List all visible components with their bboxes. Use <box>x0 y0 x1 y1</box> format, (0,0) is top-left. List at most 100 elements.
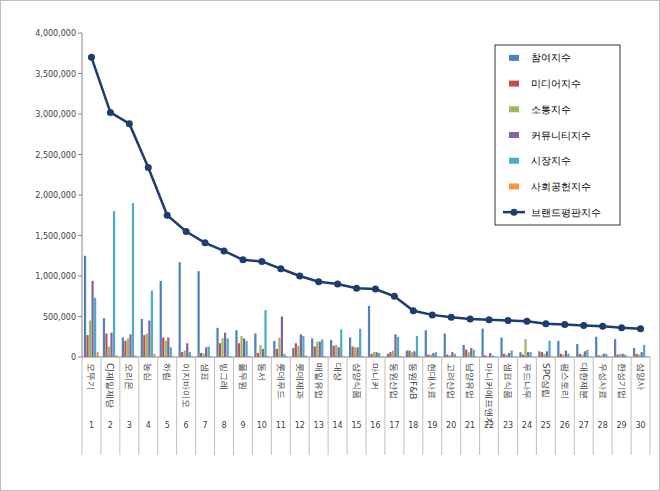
rank-label: 21 <box>465 421 475 430</box>
rank-label: 25 <box>541 421 551 430</box>
bar <box>257 353 259 357</box>
bar <box>470 348 472 357</box>
y-tick <box>78 33 82 34</box>
bar <box>113 211 115 357</box>
bar <box>208 346 210 357</box>
x-tick-label: CJ제일제당 <box>105 363 115 408</box>
x-tick-label: 하림 <box>162 363 172 381</box>
rank-label: 29 <box>617 421 627 430</box>
y-tick <box>78 276 82 277</box>
bar <box>197 271 199 357</box>
bar <box>132 203 134 357</box>
bar <box>468 352 470 357</box>
bar <box>110 333 112 357</box>
rank-label: 23 <box>503 421 513 430</box>
bar <box>321 339 323 357</box>
category-separator <box>309 357 310 455</box>
category-separator <box>612 357 613 455</box>
bar <box>224 333 226 357</box>
bar <box>529 352 531 357</box>
rank-label: 11 <box>276 421 286 430</box>
y-tick <box>78 235 82 236</box>
line-marker <box>599 323 606 330</box>
legend-label: 커뮤니티지수 <box>531 130 591 141</box>
rank-label: 18 <box>408 421 418 430</box>
bar <box>614 339 616 357</box>
bar <box>511 351 513 357</box>
bar <box>84 256 86 357</box>
x-tick-label: 빙그레 <box>219 363 229 390</box>
bar <box>262 349 264 357</box>
bar <box>127 338 129 357</box>
bar <box>368 306 370 357</box>
bar <box>406 351 408 357</box>
bar <box>311 338 313 357</box>
bar <box>373 352 375 357</box>
x-tick-label: 샘표 <box>200 363 210 381</box>
bar <box>148 321 150 357</box>
bar <box>184 351 186 357</box>
rank-label: 8 <box>221 421 226 430</box>
bar <box>548 341 550 357</box>
category-separator <box>498 357 499 455</box>
rank-label: 17 <box>389 421 399 430</box>
line-marker <box>239 256 246 263</box>
bar <box>463 345 465 357</box>
bar <box>243 338 245 357</box>
bar <box>189 352 191 357</box>
bar <box>389 352 391 357</box>
category-separator <box>100 357 101 455</box>
y-tick <box>78 154 82 155</box>
category-separator <box>403 357 404 455</box>
bar <box>314 346 316 357</box>
bar <box>489 353 491 357</box>
bar <box>565 351 567 357</box>
bar <box>527 352 529 357</box>
line-marker <box>164 212 171 219</box>
line-marker <box>107 109 114 116</box>
bar <box>633 348 635 357</box>
bar <box>408 351 410 357</box>
bar <box>354 347 356 357</box>
bar <box>97 352 99 357</box>
y-tick-label: 1,000,000 <box>35 272 76 281</box>
category-separator <box>271 357 272 455</box>
rank-label: 12 <box>295 421 305 430</box>
bar <box>586 350 588 357</box>
x-tick-label: 풀무원 <box>238 363 248 390</box>
bar <box>465 350 467 357</box>
rank-label: 24 <box>522 421 532 430</box>
rank-label: 3 <box>127 421 132 430</box>
line-marker <box>315 278 322 285</box>
bar <box>264 310 266 357</box>
bar <box>378 353 380 357</box>
category-separator <box>138 357 139 455</box>
bar <box>124 341 126 357</box>
bar <box>481 329 483 357</box>
bar <box>91 281 93 357</box>
category-separator <box>460 357 461 455</box>
bar <box>276 349 278 357</box>
x-tick-label: 고려산업 <box>446 363 456 399</box>
x-tick-label: 동서 <box>257 363 267 381</box>
category-separator <box>555 357 556 455</box>
line-marker <box>486 316 493 323</box>
line-marker <box>391 293 398 300</box>
bar <box>281 317 283 358</box>
bar <box>357 347 359 357</box>
x-tick-label: 남양유업 <box>465 363 475 399</box>
bar <box>219 343 221 357</box>
legend: 참여지수미디어지수소통지수커뮤니티지수시장지수사회공헌지수브랜드평판지수 <box>495 45 620 225</box>
bar <box>160 281 162 357</box>
bar <box>216 328 218 357</box>
y-tick <box>78 195 82 196</box>
bar <box>397 337 399 357</box>
legend-label: 미디어지수 <box>531 78 581 89</box>
legend-swatch <box>509 55 519 61</box>
category-separator <box>252 357 253 455</box>
x-tick-label: 오뚜기 <box>86 363 96 390</box>
x-tick-label: 이지바이오 <box>181 363 191 408</box>
line-marker <box>145 164 152 171</box>
line-marker <box>410 307 417 314</box>
bar <box>235 330 237 357</box>
